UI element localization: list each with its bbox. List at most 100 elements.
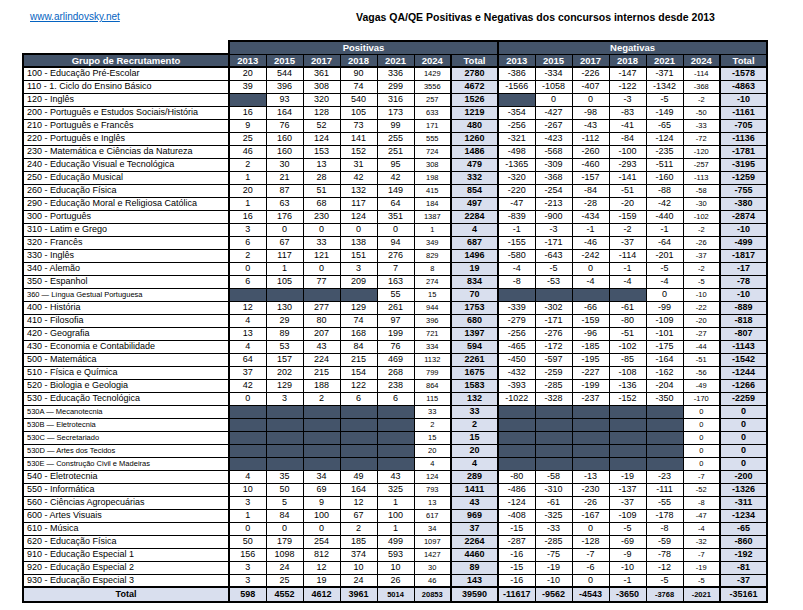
pos-cell: 42 [340, 171, 377, 184]
neg-cell: -5 [646, 93, 683, 106]
neg-cell: 0 [572, 574, 609, 587]
pos-cell: 202 [266, 366, 303, 379]
neg-cell: -267 [535, 119, 572, 132]
neg-cell: -1 [498, 223, 535, 236]
pos-cell: 37 [229, 366, 266, 379]
neg-cell: -185 [572, 340, 609, 353]
pos-cell: 37 [451, 522, 498, 535]
table-row: 230 - Matemática e Ciências da Natureza4… [23, 145, 767, 158]
pos-cell: 3556 [414, 80, 451, 93]
neg-cell: -213 [535, 197, 572, 210]
row-label: 200 - Português e Estudos Sociais/Histór… [23, 106, 229, 119]
pos-cell: 95 [377, 158, 414, 171]
neg-cell: -2 [683, 93, 720, 106]
table-row: 290 - Educação Moral e Religiosa Católic… [23, 197, 767, 210]
neg-cell: -380 [720, 197, 767, 210]
neg-cell: -3 [609, 93, 646, 106]
pos-cell: 184 [414, 197, 451, 210]
pos-cell: 30 [266, 158, 303, 171]
site-link[interactable]: www.arlindovsky.net [30, 11, 120, 22]
pos-cell: 255 [377, 132, 414, 145]
pos-cell: 53 [266, 340, 303, 353]
neg-cell: -220 [498, 184, 535, 197]
neg-cell: -113 [683, 171, 720, 184]
pos-cell: 0 [229, 522, 266, 535]
pos-cell: 138 [340, 236, 377, 249]
neg-cell: -287 [498, 535, 535, 548]
neg-cell [609, 418, 646, 431]
pos-cell: 39 [229, 80, 266, 93]
row-label: 340 - Alemão [23, 262, 229, 275]
year-header-neg-2013: 2013 [498, 54, 535, 67]
pos-cell [340, 288, 377, 301]
row-label: 420 - Geografia [23, 327, 229, 340]
neg-cell: -7 [683, 470, 720, 483]
neg-cell: -423 [535, 132, 572, 145]
table-row: 560 - Ciências Agropecuárias3591211343-1… [23, 496, 767, 509]
pos-cell: 130 [266, 301, 303, 314]
row-label: 600 - Artes Visuais [23, 509, 229, 522]
neg-cell: -900 [535, 210, 572, 223]
pos-cell: 1 [377, 496, 414, 509]
neg-cell: 0 [683, 431, 720, 444]
pos-cell [229, 431, 266, 444]
neg-cell [572, 418, 609, 431]
table-row: 530D — Artes dos Tecidos202000 [23, 444, 767, 457]
year-header-neg-2021: 2021 [646, 54, 683, 67]
pos-cell: 969 [451, 509, 498, 522]
neg-cell: -44 [683, 340, 720, 353]
row-label: 430 - Economia e Contabilidade [23, 340, 229, 353]
neg-cell: -311 [720, 496, 767, 509]
neg-cell: -99 [646, 301, 683, 314]
neg-cell: -172 [535, 340, 572, 353]
year-header-pos-2015: 2015 [266, 54, 303, 67]
pos-cell: 351 [377, 210, 414, 223]
neg-cell: -37 [720, 574, 767, 587]
pos-cell: 1 [229, 171, 266, 184]
neg-cell: -47 [498, 197, 535, 210]
row-label: 250 - Educação Musical [23, 171, 229, 184]
pos-cell [377, 457, 414, 470]
neg-cell: -85 [609, 353, 646, 366]
neg-cell [535, 431, 572, 444]
table-row: 220 - Português e Inglês2516012414125555… [23, 132, 767, 145]
neg-cell: -408 [498, 509, 535, 522]
neg-cell: -9 [609, 548, 646, 561]
pos-cell [229, 405, 266, 418]
pos-cell: 160 [266, 145, 303, 158]
neg-cell: -32 [683, 535, 720, 548]
neg-cell: -43 [572, 119, 609, 132]
pos-cell: 19 [451, 262, 498, 275]
total-pos-cell: 4612 [303, 587, 340, 602]
pos-cell: 49 [340, 470, 377, 483]
neg-cell: -66 [572, 301, 609, 314]
table-row: 360 — Língua Gestual Portuguesa5515700-1… [23, 288, 767, 301]
row-label: 310 - Latim e Grego [23, 223, 229, 236]
pos-cell: 141 [340, 132, 377, 145]
pos-cell: 70 [451, 288, 498, 301]
neg-cell: -51 [609, 327, 646, 340]
table-row: 410 - Filosofia429807497396680-279-171-1… [23, 314, 767, 327]
neg-cell: -6 [572, 561, 609, 574]
pos-cell: 361 [303, 67, 340, 80]
pos-cell: 43 [451, 496, 498, 509]
neg-cell: -33 [535, 522, 572, 535]
pos-cell [303, 444, 340, 457]
pos-cell: 2261 [451, 353, 498, 366]
pos-cell: 24 [266, 561, 303, 574]
pos-cell: 20 [229, 67, 266, 80]
neg-cell: -2 [609, 223, 646, 236]
neg-cell: -136 [609, 379, 646, 392]
row-label: 500 - Matemática [23, 353, 229, 366]
vagas-table: Positivas Negativas Grupo de Recrutament… [22, 40, 768, 603]
pos-cell [303, 457, 340, 470]
pos-cell: 1 [229, 509, 266, 522]
pos-cell: 73 [340, 119, 377, 132]
neg-cell: -1244 [720, 366, 767, 379]
neg-cell: -4 [609, 275, 646, 288]
pos-cell: 13 [303, 158, 340, 171]
pos-cell: 469 [377, 353, 414, 366]
neg-cell: 0 [572, 262, 609, 275]
neg-cell: -33 [683, 119, 720, 132]
total-label: Total [23, 587, 229, 602]
